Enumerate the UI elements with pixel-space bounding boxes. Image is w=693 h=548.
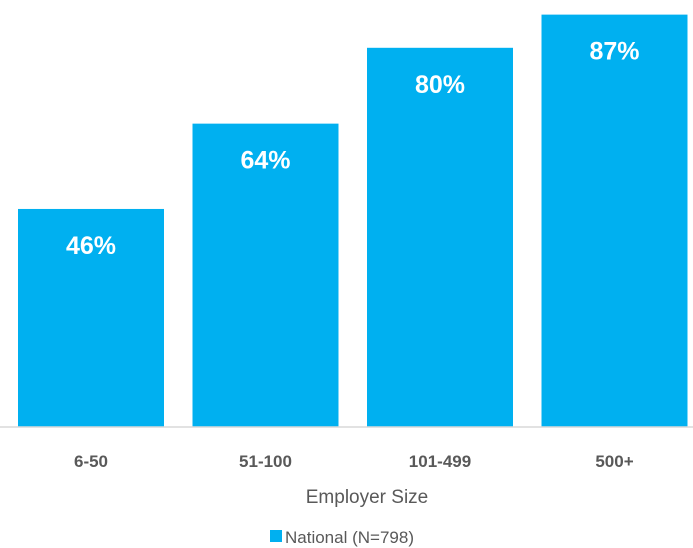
- bar-value-label-6-50: 46%: [66, 232, 116, 260]
- x-tick-label-6-50: 6-50: [74, 452, 108, 471]
- legend-swatch: [270, 530, 282, 542]
- bar-500+: [541, 14, 688, 428]
- bar-101-499: [367, 47, 513, 428]
- legend: National (N=798): [270, 528, 414, 547]
- x-axis-title: Employer Size: [306, 487, 429, 508]
- bar-6-50: [18, 208, 164, 427]
- bar-51-100: [192, 123, 339, 427]
- bars-group: [18, 14, 688, 428]
- value-labels-group: 46% 64% 80% 87%: [66, 38, 640, 260]
- x-tick-label-101-499: 101-499: [409, 452, 471, 471]
- x-tick-label-500+: 500+: [595, 452, 633, 471]
- legend-label: National (N=798): [285, 528, 414, 547]
- bar-value-label-101-499: 80%: [415, 71, 465, 99]
- x-tick-label-51-100: 51-100: [239, 452, 292, 471]
- bar-value-label-500+: 87%: [589, 38, 639, 66]
- bar-value-label-51-100: 64%: [240, 147, 290, 175]
- x-tick-labels-group: 6-50 51-100 101-499 500+: [74, 452, 634, 471]
